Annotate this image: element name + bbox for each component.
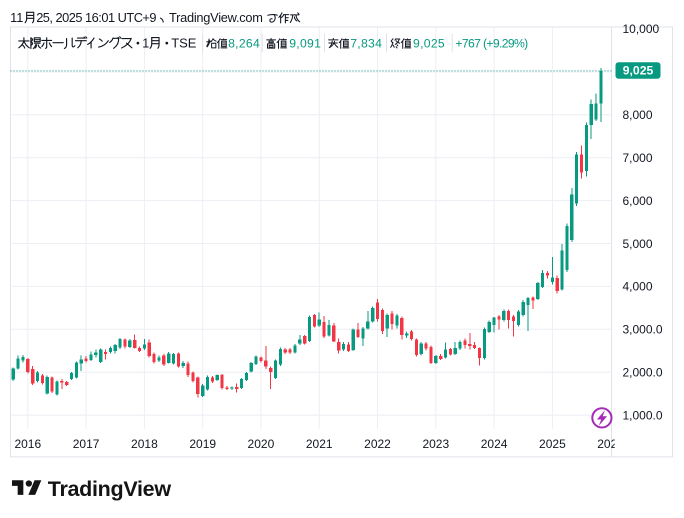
svg-text:9,025: 9,025 — [413, 36, 445, 50]
svg-text:5,000: 5,000 — [623, 237, 653, 251]
svg-text:2016: 2016 — [14, 437, 41, 451]
svg-text:25, 2025 16:01 UTC+9: 25, 2025 16:01 UTC+9 — [36, 10, 156, 25]
svg-text:2022: 2022 — [364, 437, 391, 451]
svg-text:2025: 2025 — [539, 437, 566, 451]
svg-text:7,834: 7,834 — [350, 36, 382, 50]
svg-text:8,000: 8,000 — [623, 108, 653, 122]
svg-text:8,264: 8,264 — [228, 36, 260, 50]
svg-text:2023: 2023 — [422, 437, 449, 451]
svg-text:3,000.0: 3,000.0 — [623, 323, 663, 337]
svg-text:4,000: 4,000 — [623, 280, 653, 294]
svg-text:6,000: 6,000 — [623, 194, 653, 208]
svg-text:2019: 2019 — [189, 437, 216, 451]
svg-text:2021: 2021 — [306, 437, 333, 451]
svg-text:TSE: TSE — [171, 35, 197, 50]
svg-text:2,000.0: 2,000.0 — [623, 366, 663, 380]
svg-text:2020: 2020 — [248, 437, 275, 451]
svg-text:2018: 2018 — [131, 437, 158, 451]
svg-text:7,000: 7,000 — [623, 151, 653, 165]
svg-text:1: 1 — [142, 36, 149, 50]
svg-text:TradingView.com: TradingView.com — [169, 10, 263, 25]
svg-text:10,000: 10,000 — [623, 22, 660, 36]
svg-text:9,091: 9,091 — [289, 36, 321, 50]
svg-text:2017: 2017 — [73, 437, 100, 451]
svg-text:TradingView: TradingView — [48, 477, 172, 501]
svg-text:2026: 2026 — [597, 437, 624, 451]
svg-text:1,000.0: 1,000.0 — [623, 408, 663, 422]
svg-text:+767 (+9.29%): +767 (+9.29%) — [455, 36, 528, 50]
svg-text:11: 11 — [10, 10, 23, 25]
svg-text:9,025: 9,025 — [623, 64, 654, 78]
svg-text:2024: 2024 — [481, 437, 508, 451]
